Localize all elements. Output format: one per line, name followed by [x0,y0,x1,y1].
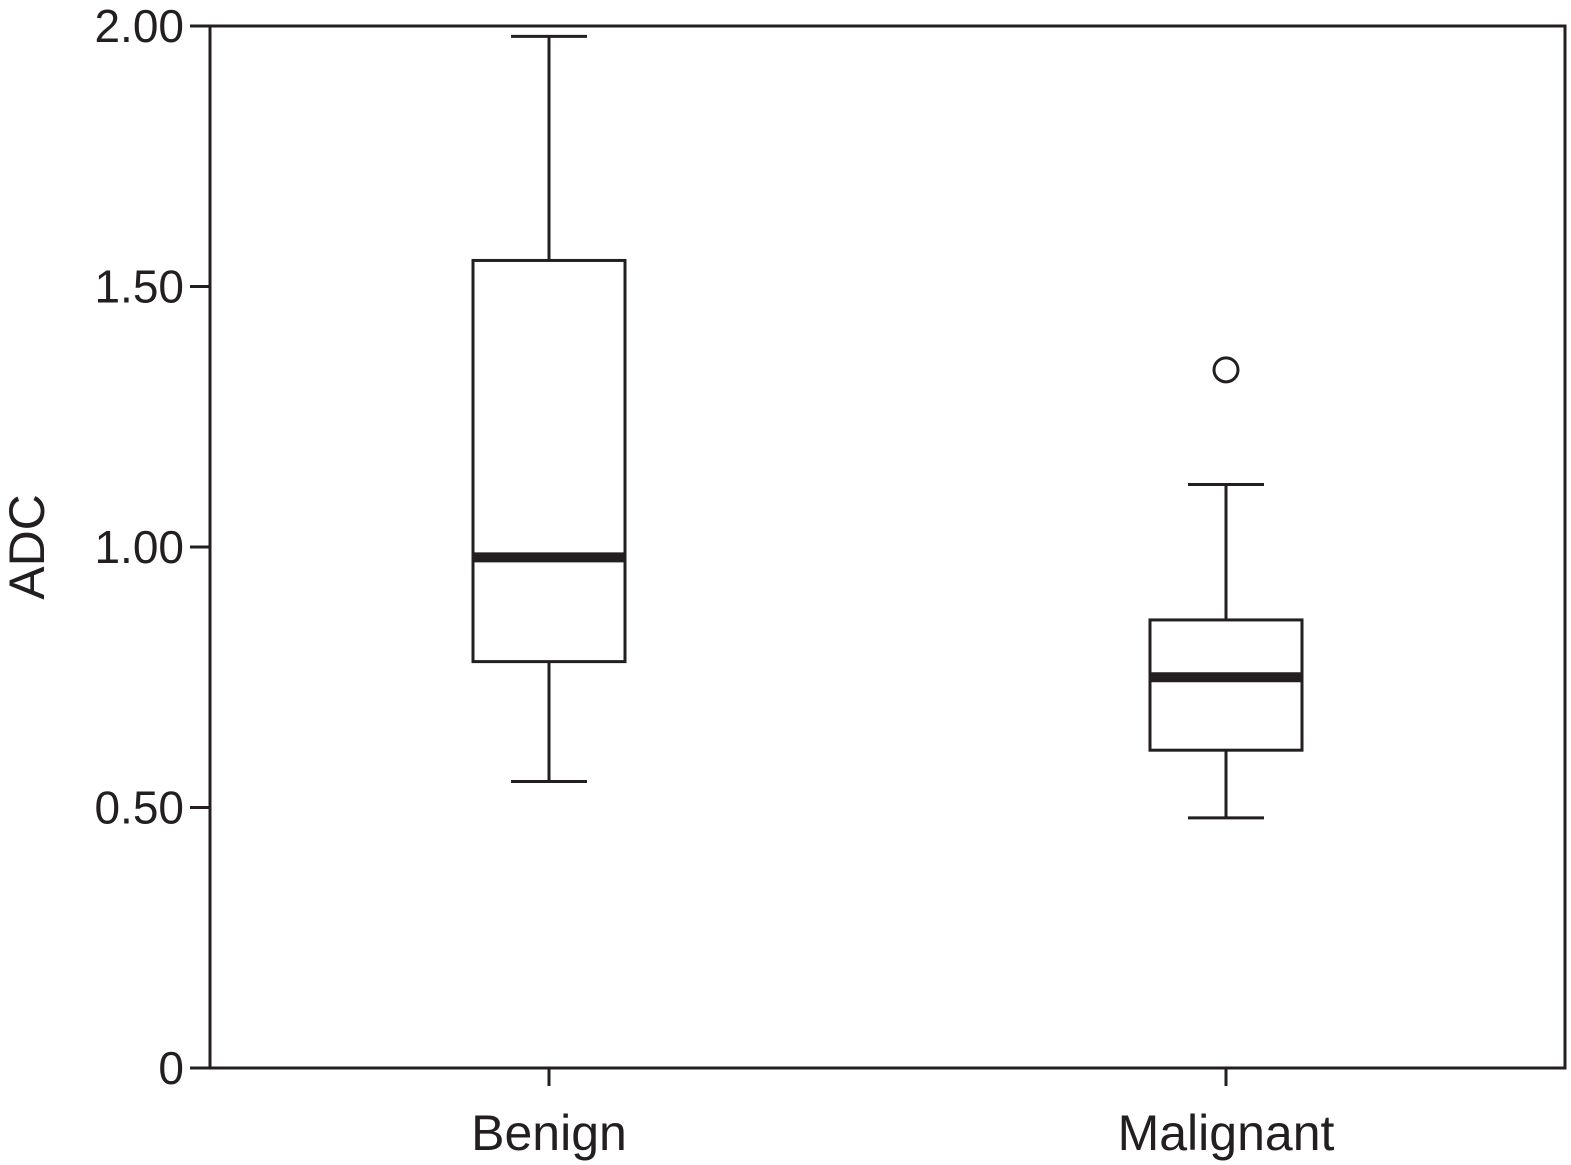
x-category-label: Malignant [1118,1105,1335,1161]
y-tick-label: 1.00 [94,521,184,573]
y-tick-label: 2.00 [94,0,184,52]
box-malignant [1148,356,1304,820]
y-tick-label: 0.50 [94,782,184,834]
y-axis: 0 0.50 1.00 1.50 2.00 [94,0,210,1094]
plot-frame [208,24,1567,1070]
boxes [471,34,1304,820]
iqr-box [1148,618,1304,752]
y-tick-label: 0 [158,1042,184,1094]
outlier-point [1212,356,1240,384]
x-category-label: Benign [471,1105,627,1161]
box-benign [471,34,627,783]
x-axis: Benign Malignant [471,1068,1335,1161]
y-axis-label: ADC [0,494,55,600]
y-tick-label: 1.50 [94,261,184,313]
iqr-box [471,258,627,664]
plot-border [208,24,1567,1070]
